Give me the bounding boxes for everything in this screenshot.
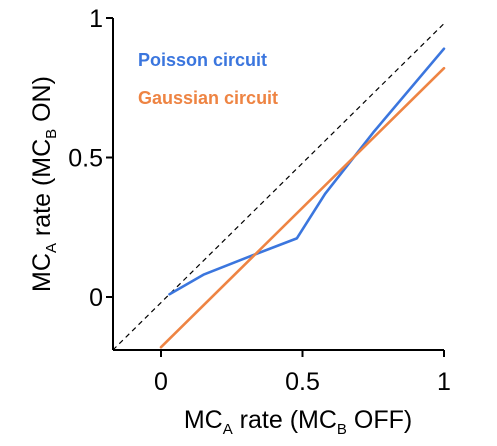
y-axis-title: MCA rate (MCB ON) <box>28 76 60 292</box>
x-tick-label: 1 <box>437 368 451 396</box>
x-tick-label: 0.5 <box>285 368 320 396</box>
y-tick-label: 1 <box>89 5 103 33</box>
y-tick-label: 0 <box>89 284 103 312</box>
x-axis-title: MCA rate (MCB OFF) <box>184 406 412 438</box>
reference-diagonal-line <box>112 23 445 351</box>
y-tick-label: 0.5 <box>68 145 103 173</box>
legend-item-poisson-circuit: Poisson circuit <box>138 50 267 70</box>
series-line-gaussian-circuit <box>159 66 446 349</box>
legend-item-gaussian-circuit: Gaussian circuit <box>138 88 278 108</box>
series-line-poisson-circuit <box>168 47 446 296</box>
x-tick-label: 0 <box>154 368 168 396</box>
